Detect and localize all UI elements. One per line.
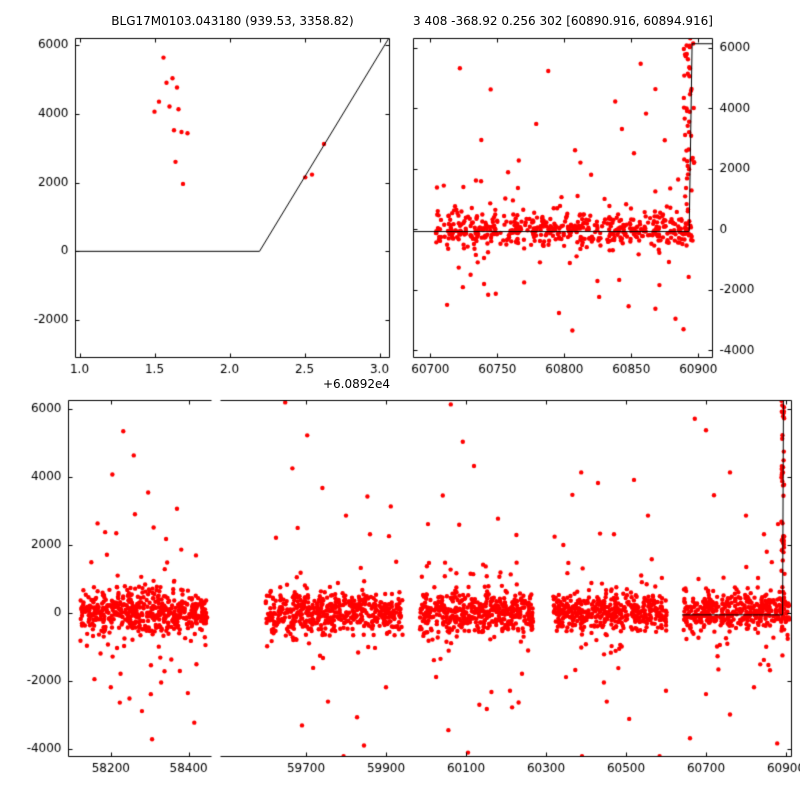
subplot-title-season: 3 408 -368.92 0.256 302 [60890.916, 6089… [413, 14, 713, 28]
x-axis-offset-label: +6.0892e4 [322, 377, 390, 391]
subplot-title-zoom: BLG17M0103.043180 (939.53, 3358.82) [111, 14, 354, 28]
